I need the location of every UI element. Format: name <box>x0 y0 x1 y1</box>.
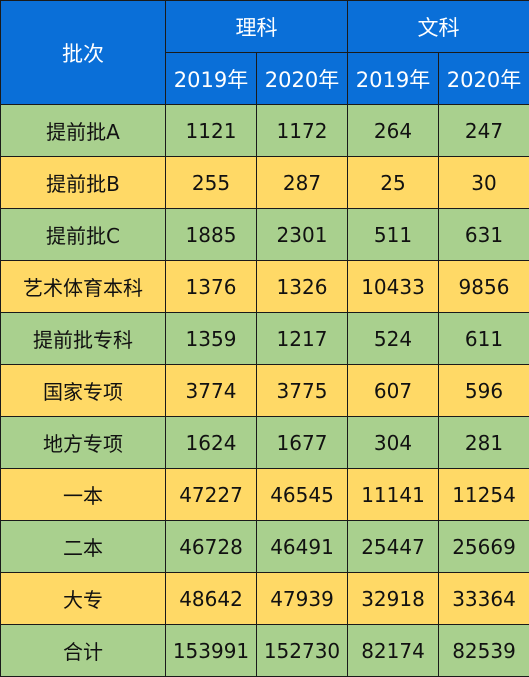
batch-header: 批次 <box>0 0 166 105</box>
table-cell: 255 <box>165 156 257 209</box>
year-header: 2019年 <box>347 52 439 105</box>
year-header: 2020年 <box>256 52 348 105</box>
table-cell: 3775 <box>256 364 348 417</box>
table-row: 一本 47227 46545 11141 11254 <box>0 468 529 521</box>
table-cell: 32918 <box>347 572 439 625</box>
batch-label: 合计 <box>0 624 166 677</box>
science-group-header: 理科 <box>165 0 348 53</box>
table-cell: 596 <box>438 364 529 417</box>
table-cell: 48642 <box>165 572 257 625</box>
table-cell: 25447 <box>347 520 439 573</box>
table-cell: 153991 <box>165 624 257 677</box>
table-cell: 247 <box>438 104 529 157</box>
table-row: 提前批C 1885 2301 511 631 <box>0 208 529 261</box>
batch-label: 提前批C <box>0 208 166 261</box>
table-cell: 33364 <box>438 572 529 625</box>
batch-label: 提前批B <box>0 156 166 209</box>
table-row-total: 合计 153991 152730 82174 82539 <box>0 624 529 677</box>
batch-label: 提前批A <box>0 104 166 157</box>
table-row: 大专 48642 47939 32918 33364 <box>0 572 529 625</box>
table-cell: 264 <box>347 104 439 157</box>
table-cell: 304 <box>347 416 439 469</box>
table-cell: 281 <box>438 416 529 469</box>
table-row: 地方专项 1624 1677 304 281 <box>0 416 529 469</box>
table-cell: 30 <box>438 156 529 209</box>
table-cell: 1885 <box>165 208 257 261</box>
table-cell: 10433 <box>347 260 439 313</box>
table-cell: 511 <box>347 208 439 261</box>
table-cell: 1359 <box>165 312 257 365</box>
table-cell: 607 <box>347 364 439 417</box>
table-cell: 47227 <box>165 468 257 521</box>
table-cell: 524 <box>347 312 439 365</box>
table-cell: 631 <box>438 208 529 261</box>
batch-label: 二本 <box>0 520 166 573</box>
year-header: 2020年 <box>438 52 529 105</box>
batch-label: 地方专项 <box>0 416 166 469</box>
table-cell: 47939 <box>256 572 348 625</box>
table-cell: 1172 <box>256 104 348 157</box>
table-cell: 46545 <box>256 468 348 521</box>
table-cell: 46491 <box>256 520 348 573</box>
table-cell: 287 <box>256 156 348 209</box>
batch-label: 艺术体育本科 <box>0 260 166 313</box>
table-row: 提前批B 255 287 25 30 <box>0 156 529 209</box>
table-cell: 82539 <box>438 624 529 677</box>
header-row-years: 2019年 2020年 2019年 2020年 <box>1 52 529 105</box>
batch-label: 一本 <box>0 468 166 521</box>
table-cell: 1326 <box>256 260 348 313</box>
table-cell: 1121 <box>165 104 257 157</box>
table-cell: 1217 <box>256 312 348 365</box>
table-row: 艺术体育本科 1376 1326 10433 9856 <box>0 260 529 313</box>
year-header: 2019年 <box>165 52 257 105</box>
table-row: 提前批专科 1359 1217 524 611 <box>0 312 529 365</box>
table-cell: 1624 <box>165 416 257 469</box>
table-cell: 25669 <box>438 520 529 573</box>
table-cell: 82174 <box>347 624 439 677</box>
table-body: 提前批A 1121 1172 264 247 提前批B 255 287 25 3… <box>0 104 529 677</box>
arts-group-header: 文科 <box>347 0 529 53</box>
table-cell: 11141 <box>347 468 439 521</box>
header-row-groups: 批次 理科 文科 <box>0 0 529 105</box>
table-row: 国家专项 3774 3775 607 596 <box>0 364 529 417</box>
table-row: 二本 46728 46491 25447 25669 <box>0 520 529 573</box>
table-cell: 2301 <box>256 208 348 261</box>
table-cell: 3774 <box>165 364 257 417</box>
table-cell: 11254 <box>438 468 529 521</box>
batch-label: 大专 <box>0 572 166 625</box>
table-cell: 9856 <box>438 260 529 313</box>
table-cell: 152730 <box>256 624 348 677</box>
table-row: 提前批A 1121 1172 264 247 <box>0 104 529 157</box>
table-cell: 1677 <box>256 416 348 469</box>
table-cell: 25 <box>347 156 439 209</box>
batch-label: 国家专项 <box>0 364 166 417</box>
table-cell: 611 <box>438 312 529 365</box>
table-cell: 1376 <box>165 260 257 313</box>
table-cell: 46728 <box>165 520 257 573</box>
table-header: 批次 理科 文科 2019年 2020年 2019年 2020年 <box>0 0 529 105</box>
batch-label: 提前批专科 <box>0 312 166 365</box>
